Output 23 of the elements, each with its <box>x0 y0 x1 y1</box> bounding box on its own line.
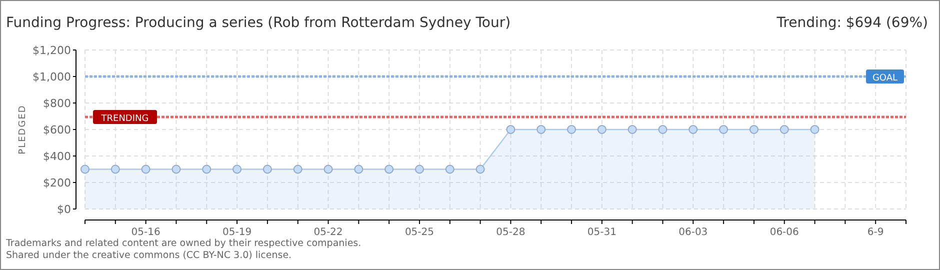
y-tick-label: $1,000 <box>32 70 71 84</box>
chart-title: Funding Progress: Producing a series (Rob from Rotterdam Sydney Tour) <box>6 15 511 31</box>
y-tick-label: $800 <box>43 97 71 110</box>
y-tick-label: $1,200 <box>32 44 71 57</box>
x-tick-label: 06-06 <box>770 227 799 238</box>
x-tick-label: 6-9 <box>867 227 884 238</box>
text: Shared under the creative commons (CC BY-NC 3.0) license. <box>6 250 292 261</box>
ref-line-label: TRENDING <box>100 114 149 124</box>
x-tick-label: 05-31 <box>587 227 616 238</box>
chart-subtitle: Trending: $694 (69%) <box>776 15 928 31</box>
x-tick-label: 05-22 <box>314 227 343 238</box>
y-axis-title: PLEDGED <box>18 104 28 154</box>
y-tick-label: $400 <box>43 150 71 163</box>
text: Trademarks and related content are owned by their respective companies. <box>5 238 362 249</box>
y-tick-label: $200 <box>43 176 71 190</box>
x-tick-label: 05-25 <box>404 227 434 238</box>
x-tick-label: 06-03 <box>678 227 708 238</box>
x-tick-label: 05-16 <box>131 227 160 238</box>
ref-line-label: GOAL <box>872 74 898 84</box>
x-tick-label: 05-28 <box>496 227 526 238</box>
x-tick-label: 05-19 <box>222 227 252 238</box>
y-tick-label: $0 <box>57 203 71 216</box>
y-tick-label: $600 <box>43 124 71 136</box>
